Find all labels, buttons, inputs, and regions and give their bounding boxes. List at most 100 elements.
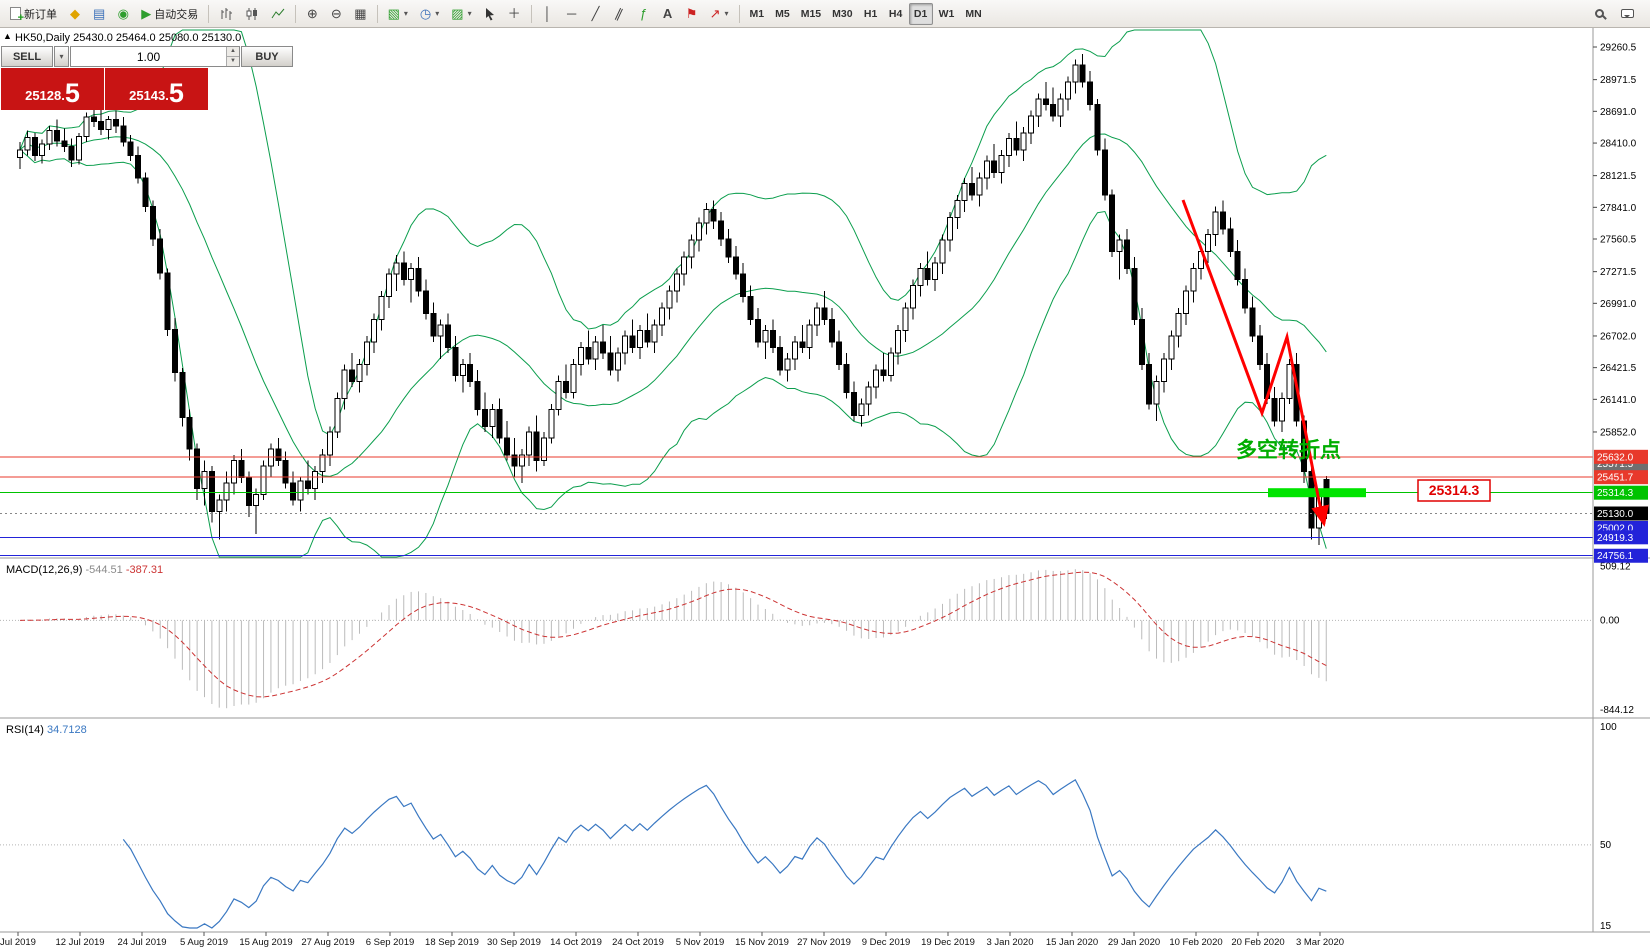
- timeframe-h1[interactable]: H1: [859, 3, 883, 25]
- search-button[interactable]: [1588, 3, 1610, 25]
- svg-text:25852.0: 25852.0: [1600, 427, 1637, 438]
- new-order-button[interactable]: 新订单: [5, 3, 62, 25]
- indicators-button[interactable]: ▨ ▾: [446, 3, 476, 25]
- zoom-in-button[interactable]: ⊕: [301, 3, 323, 25]
- price-callout-box[interactable]: [1417, 479, 1491, 502]
- candlestick-button[interactable]: [240, 3, 264, 25]
- svg-text:27271.5: 27271.5: [1600, 267, 1637, 278]
- zoom-out-icon: ⊖: [330, 6, 342, 21]
- candles-layer: [17, 53, 1330, 546]
- trendline-button[interactable]: ╱: [585, 3, 607, 25]
- svg-text:29 Jan 2020: 29 Jan 2020: [1108, 937, 1160, 948]
- market-watch-button[interactable]: ◆: [64, 3, 86, 25]
- svg-text:5 Nov 2019: 5 Nov 2019: [676, 937, 725, 948]
- cursor-button[interactable]: [479, 3, 501, 25]
- timeframe-toolbar: M1 M5 M15 M30 H1 H4 D1 W1 MN: [745, 2, 987, 25]
- svg-text:27 Nov 2019: 27 Nov 2019: [797, 937, 851, 948]
- chat-icon: [1621, 9, 1634, 18]
- svg-text:100: 100: [1600, 722, 1617, 733]
- crosshair-button[interactable]: ＋: [503, 3, 526, 25]
- toolbar-separator: [738, 4, 740, 23]
- svg-text:25002.0: 25002.0: [1597, 523, 1634, 534]
- vertical-line-button[interactable]: │: [537, 3, 559, 25]
- svg-text:509.12: 509.12: [1600, 561, 1631, 572]
- label-tool-button[interactable]: ⚑: [681, 3, 703, 25]
- svg-text:19 Dec 2019: 19 Dec 2019: [921, 937, 975, 948]
- text-tool-button[interactable]: A: [657, 3, 679, 25]
- tile-windows-button[interactable]: ▦: [349, 3, 371, 25]
- rsi-panel: [0, 779, 1593, 929]
- chevron-down-icon: ▾: [403, 9, 408, 18]
- svg-text:15 Nov 2019: 15 Nov 2019: [735, 937, 789, 948]
- svg-text:15 Jan 2020: 15 Jan 2020: [1046, 937, 1098, 948]
- autotrading-button[interactable]: ▶ 自动交易: [136, 3, 203, 25]
- timeframe-h4[interactable]: H4: [884, 3, 908, 25]
- trend-arrow[interactable]: [1181, 199, 1330, 527]
- profiles-button[interactable]: ◷ ▾: [415, 3, 444, 25]
- svg-text:15: 15: [1600, 921, 1612, 932]
- chat-button[interactable]: [1616, 3, 1639, 25]
- sell-button[interactable]: SELL: [1, 46, 53, 67]
- fibonacci-icon: ƒ: [639, 6, 648, 21]
- buy-button[interactable]: BUY: [241, 46, 293, 67]
- collapse-oct-icon[interactable]: ▲: [3, 31, 12, 41]
- svg-text:28410.0: 28410.0: [1600, 139, 1637, 150]
- toolbar-separator: [376, 4, 378, 23]
- timeframe-mn[interactable]: MN: [960, 3, 986, 25]
- trendline-icon: ╱: [591, 6, 600, 21]
- svg-text:25130.0: 25130.0: [1597, 509, 1634, 520]
- macd-signal-value: -387.31: [125, 564, 164, 576]
- arrows-tool-button[interactable]: ↗ ▾: [705, 3, 734, 25]
- buy-price-panel[interactable]: 25143. 5: [105, 68, 208, 110]
- sell-price-big: 5: [64, 78, 80, 109]
- svg-text:0.00: 0.00: [1600, 615, 1620, 626]
- svg-text:50: 50: [1600, 840, 1612, 851]
- channel-button[interactable]: ∥: [609, 3, 631, 25]
- svg-text:28691.0: 28691.0: [1600, 107, 1637, 118]
- horizontal-line-button[interactable]: ─: [561, 3, 583, 25]
- svg-text:12 Jul 2019: 12 Jul 2019: [55, 937, 104, 948]
- sell-price-main: 25128.: [25, 88, 65, 103]
- toolbar-separator: [208, 4, 210, 23]
- price-callout-text: 25314.3: [1429, 482, 1480, 498]
- svg-text:10 Feb 2020: 10 Feb 2020: [1169, 937, 1222, 948]
- chart-window: 多空转折点 25314.3 29260.5 28971.5 28691.0 28410.0…: [0, 28, 1650, 950]
- timeframe-m5[interactable]: M5: [770, 3, 795, 25]
- text-tool-icon: A: [662, 6, 673, 21]
- svg-text:29260.5: 29260.5: [1600, 42, 1637, 53]
- svg-text:24 Jul 2019: 24 Jul 2019: [117, 937, 166, 948]
- volume-input[interactable]: [71, 47, 226, 66]
- timeframe-w1[interactable]: W1: [934, 3, 960, 25]
- fibonacci-button[interactable]: ƒ: [633, 3, 655, 25]
- autotrading-label: 自动交易: [154, 8, 199, 21]
- indicators-icon: ▨: [451, 6, 464, 21]
- zoom-out-button[interactable]: ⊖: [325, 3, 347, 25]
- price-chart[interactable]: 多空转折点 25314.3 29260.5 28971.5 28691.0 28410.0…: [0, 28, 1650, 950]
- svg-text:Jul 2019: Jul 2019: [0, 937, 36, 948]
- timeframe-m15[interactable]: M15: [796, 3, 826, 25]
- svg-text:3 Jan 2020: 3 Jan 2020: [986, 937, 1033, 948]
- sell-price-panel[interactable]: 25128. 5: [1, 68, 104, 110]
- svg-text:28971.5: 28971.5: [1600, 75, 1637, 86]
- bar-chart-button[interactable]: [214, 3, 238, 25]
- rsi-value: 34.7128: [46, 724, 87, 736]
- volume-down-icon[interactable]: ▼: [227, 56, 239, 66]
- volume-up-icon[interactable]: ▲: [227, 47, 239, 56]
- new-chart-button[interactable]: ▧ ▾: [383, 3, 413, 25]
- macd-value: -544.51: [85, 564, 123, 576]
- data-window-button[interactable]: ▤: [88, 3, 110, 25]
- timeframe-m1[interactable]: M1: [745, 3, 770, 25]
- bar-chart-icon: [221, 7, 233, 20]
- timeframe-d1[interactable]: D1: [908, 2, 933, 25]
- channel-icon: ∥: [613, 5, 626, 22]
- turning-point-text: 多空转折点: [1236, 438, 1341, 462]
- svg-text:26421.5: 26421.5: [1600, 363, 1637, 374]
- svg-text:25451.7: 25451.7: [1597, 473, 1634, 484]
- line-chart-icon: [271, 8, 285, 18]
- order-type-dropdown[interactable]: ▾: [54, 46, 69, 67]
- annotations-layer: 多空转折点 25314.3: [1181, 199, 1491, 527]
- arrows-tool-icon: ↗: [709, 6, 721, 21]
- navigator-button[interactable]: ◉: [112, 3, 134, 25]
- timeframe-m30[interactable]: M30: [827, 3, 857, 25]
- line-chart-button[interactable]: [266, 3, 290, 25]
